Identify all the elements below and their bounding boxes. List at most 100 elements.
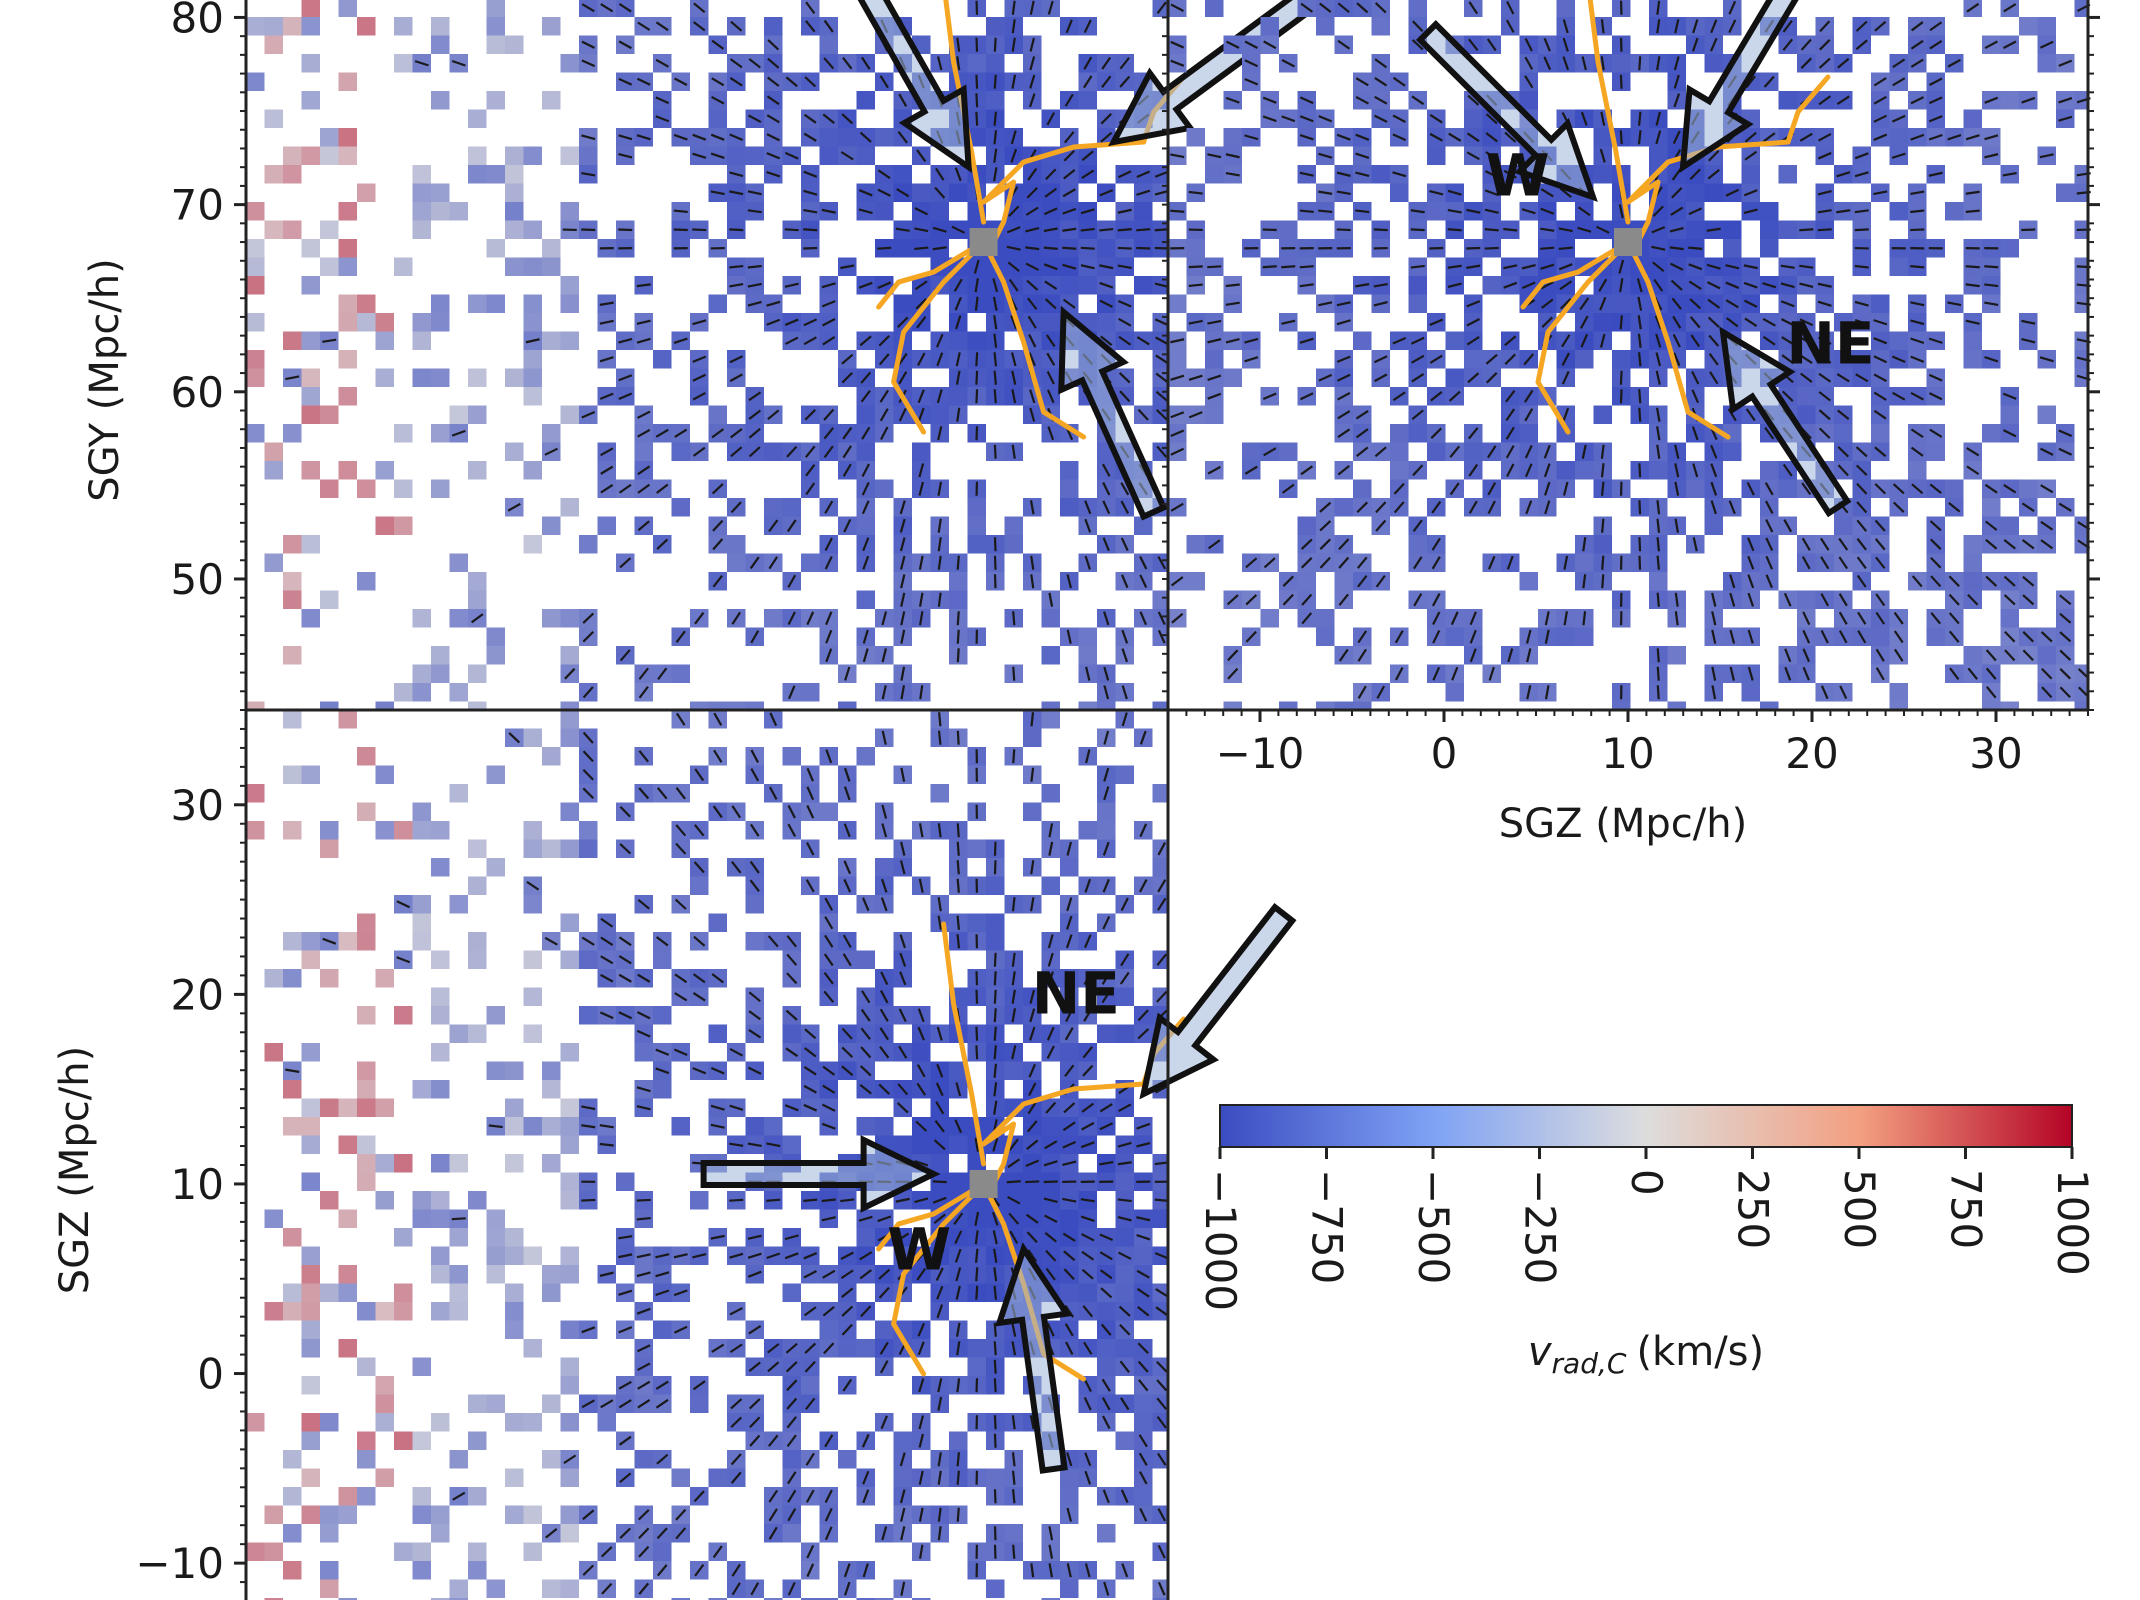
heatmap-cell xyxy=(1963,109,1982,128)
velocity-vector xyxy=(1873,355,1888,364)
velocity-vector xyxy=(1026,1139,1039,1150)
heatmap-cell xyxy=(357,294,376,313)
velocity-vector xyxy=(821,208,836,214)
velocity-vector xyxy=(1638,389,1642,404)
velocity-vector xyxy=(785,1342,798,1354)
velocity-vector xyxy=(1374,95,1388,105)
velocity-vector xyxy=(748,1028,762,1039)
heatmap-cell xyxy=(1667,701,1686,710)
velocity-vector xyxy=(1447,208,1462,214)
heatmap-cell xyxy=(1297,516,1316,535)
velocity-vector xyxy=(1854,300,1869,307)
velocity-vector xyxy=(1300,2,1314,13)
velocity-vector xyxy=(825,648,833,663)
heatmap-cell xyxy=(1334,498,1353,517)
velocity-vector xyxy=(1009,1230,1019,1244)
velocity-vector xyxy=(618,973,632,983)
velocity-vector xyxy=(1099,264,1114,270)
heatmap-cell xyxy=(431,35,450,54)
velocity-vector xyxy=(879,1045,890,1059)
velocity-vector xyxy=(842,463,852,477)
heatmap-cell xyxy=(357,1154,376,1173)
heatmap-cell xyxy=(1152,1505,1168,1524)
heatmap-cell xyxy=(1115,1431,1134,1450)
velocity-vector xyxy=(1373,300,1388,307)
heatmap-cell xyxy=(412,664,431,683)
heatmap-cell xyxy=(560,1579,579,1598)
velocity-vector xyxy=(784,228,799,232)
heatmap-cell xyxy=(1152,895,1168,914)
velocity-vector xyxy=(1707,316,1720,328)
velocity-vector xyxy=(710,1234,725,1240)
velocity-vector xyxy=(766,300,781,307)
velocity-vector xyxy=(1450,611,1459,626)
velocity-vector xyxy=(712,805,723,819)
velocity-vector xyxy=(1656,537,1661,552)
velocity-vector xyxy=(1652,205,1664,218)
velocity-vector xyxy=(1929,40,1943,50)
heatmap-cell xyxy=(560,950,579,969)
heatmap-cell xyxy=(1408,424,1427,443)
colorbar-tick-label: 750 xyxy=(1942,1169,1991,1249)
velocity-vector xyxy=(993,333,998,348)
heatmap-cell xyxy=(523,1117,542,1136)
velocity-vector xyxy=(1281,59,1295,68)
heatmap-cell xyxy=(875,858,894,877)
velocity-vector xyxy=(618,1289,633,1296)
velocity-vector xyxy=(900,767,906,782)
velocity-vector xyxy=(692,228,707,232)
heatmap-cell xyxy=(431,1265,450,1284)
velocity-vector xyxy=(618,1399,632,1409)
velocity-vector xyxy=(1429,189,1444,196)
velocity-vector xyxy=(1928,392,1943,401)
heatmap-cell xyxy=(468,1561,487,1580)
heatmap-cell xyxy=(431,821,450,840)
heatmap-cell xyxy=(1686,479,1705,498)
velocity-vector xyxy=(766,171,781,178)
velocity-vector xyxy=(1893,611,1904,625)
heatmap-cell xyxy=(856,747,875,766)
velocity-vector xyxy=(675,630,686,643)
velocity-vector xyxy=(1374,58,1388,69)
heatmap-cell xyxy=(412,368,431,387)
velocity-vector xyxy=(1485,132,1498,143)
heatmap-cell xyxy=(338,1598,357,1600)
velocity-vector xyxy=(322,937,337,945)
velocity-vector xyxy=(843,823,851,838)
heatmap-cell xyxy=(264,35,283,54)
velocity-vector xyxy=(1080,246,1095,250)
velocity-vector xyxy=(1025,246,1040,251)
velocity-vector xyxy=(1066,1452,1073,1467)
velocity-vector xyxy=(877,188,892,197)
heatmap-cell xyxy=(431,17,450,36)
velocity-vector xyxy=(1099,1103,1113,1113)
velocity-vector xyxy=(1011,1045,1017,1060)
heatmap-cell xyxy=(1152,553,1168,572)
heatmap-cell xyxy=(431,1598,450,1600)
velocity-vector xyxy=(694,768,705,782)
heatmap-cell xyxy=(1778,220,1797,239)
velocity-vector xyxy=(858,281,873,289)
velocity-vector xyxy=(803,1084,817,1094)
velocity-vector xyxy=(1799,264,1814,269)
velocity-vector xyxy=(1802,611,1811,626)
velocity-vector xyxy=(2058,429,2073,438)
velocity-vector xyxy=(600,917,614,928)
velocity-vector xyxy=(956,407,961,422)
heatmap-cell xyxy=(523,1505,542,1524)
velocity-vector xyxy=(1507,648,1514,663)
velocity-vector xyxy=(897,316,909,328)
velocity-vector xyxy=(1856,482,1868,495)
velocity-vector xyxy=(1466,300,1481,308)
velocity-vector xyxy=(806,786,815,801)
panel-sgz-sgy: WNE −10 0 10 20 30 SGZ (Mpc/h) xyxy=(1162,0,2100,847)
velocity-vector xyxy=(803,318,818,327)
velocity-vector xyxy=(1318,301,1333,307)
velocity-vector xyxy=(2022,539,2035,550)
velocity-vector xyxy=(711,428,725,439)
velocity-vector xyxy=(1521,208,1536,215)
velocity-vector xyxy=(1011,0,1016,15)
heatmap-cell xyxy=(875,479,894,498)
heatmap-cell xyxy=(468,368,487,387)
velocity-vector xyxy=(1891,152,1906,159)
